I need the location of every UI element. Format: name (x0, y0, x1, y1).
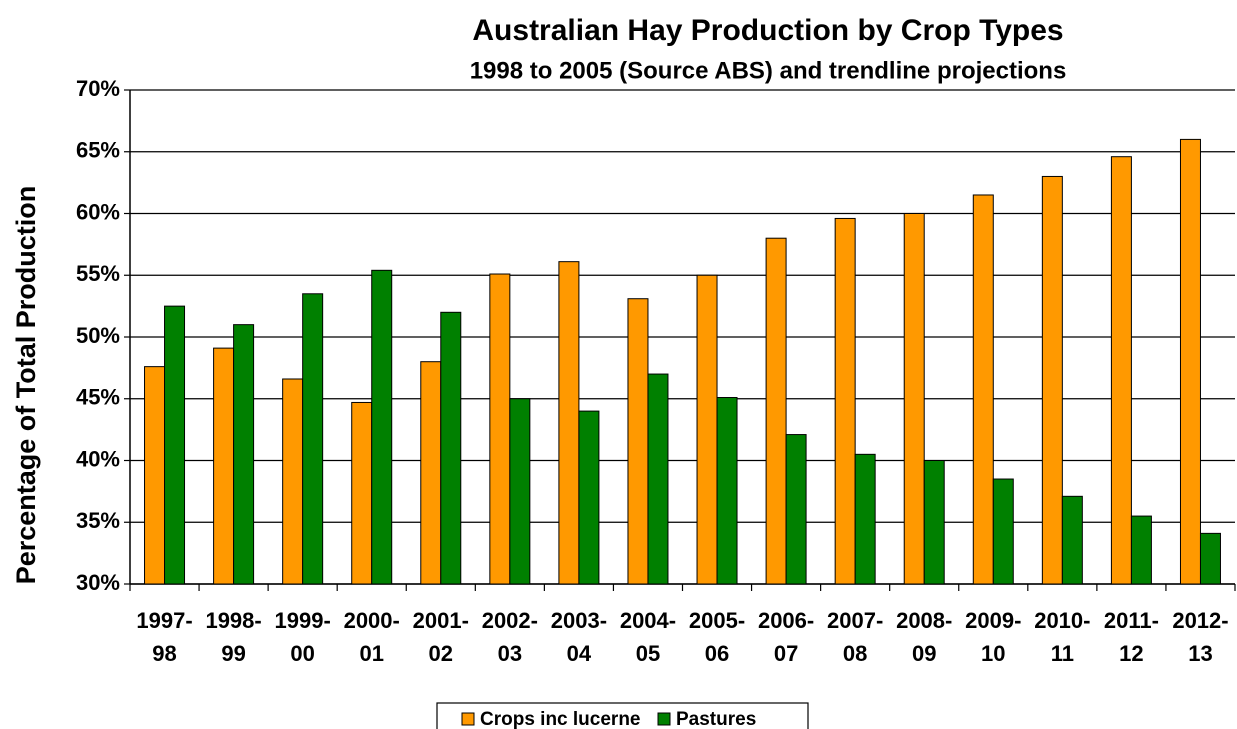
bar (716, 397, 738, 585)
x-tick-label: 2008- (896, 608, 952, 633)
bar (785, 434, 807, 585)
y-tick-label: 60% (76, 199, 120, 224)
x-tick-label: 2009- (965, 608, 1021, 633)
legend-swatch (657, 712, 671, 726)
y-axis-label: Percentage of Total Production (11, 186, 41, 585)
y-tick-label: 35% (76, 508, 120, 533)
x-tick-label: 2003- (551, 608, 607, 633)
bar (302, 293, 324, 585)
x-tick-label: 98 (152, 641, 176, 666)
x-tick-label: 13 (1188, 641, 1212, 666)
x-tick-label: 2012- (1172, 608, 1228, 633)
bar (509, 398, 531, 585)
y-tick-label: 55% (76, 261, 120, 286)
bar (992, 478, 1014, 585)
x-tick-label: 2001- (413, 608, 469, 633)
x-tick-label: 1999- (275, 608, 331, 633)
bar (282, 378, 304, 585)
bar (371, 269, 393, 585)
bar (854, 453, 876, 585)
bar (164, 305, 186, 585)
bar (923, 460, 945, 585)
x-tick-label: 12 (1119, 641, 1143, 666)
bar (489, 273, 511, 585)
x-tick-label: 2004- (620, 608, 676, 633)
bar (696, 274, 718, 585)
bar (213, 347, 235, 585)
x-tick-label: 05 (636, 641, 660, 666)
bar (765, 237, 787, 585)
bar (647, 373, 669, 585)
bar (1110, 156, 1132, 585)
bar (627, 298, 649, 585)
legend-label: Pastures (676, 709, 756, 729)
x-tick-label: 01 (359, 641, 383, 666)
y-tick-label: 70% (76, 76, 120, 101)
bar (1199, 532, 1221, 585)
y-tick-label: 65% (76, 138, 120, 163)
x-tick-label: 2006- (758, 608, 814, 633)
legend-swatch (461, 712, 475, 726)
x-tick-label: 11 (1051, 641, 1074, 666)
bar (834, 217, 856, 585)
x-tick-label: 09 (912, 641, 936, 666)
legend-box (436, 702, 809, 729)
x-tick-label: 1997- (136, 608, 192, 633)
bar (558, 261, 580, 585)
y-tick-label: 30% (76, 570, 120, 595)
bar (1041, 175, 1063, 585)
x-tick-label: 2010- (1034, 608, 1090, 633)
x-tick-label: 10 (981, 641, 1005, 666)
x-tick-label: 03 (498, 641, 522, 666)
x-tick-label: 08 (843, 641, 867, 666)
bar (1179, 138, 1201, 585)
bar (578, 410, 600, 585)
x-tick-label: 2000- (344, 608, 400, 633)
chart-subtitle: 1998 to 2005 (Source ABS) and trendline … (470, 57, 1067, 84)
x-tick-label: 2002- (482, 608, 538, 633)
legend-label: Crops inc lucerne (480, 709, 641, 729)
bar (233, 324, 255, 585)
bar (351, 401, 373, 585)
chart-title: Australian Hay Production by Crop Types (472, 14, 1063, 47)
y-tick-label: 50% (76, 323, 120, 348)
bar (420, 361, 442, 585)
x-tick-label: 2011- (1104, 608, 1159, 633)
x-tick-label: 04 (567, 641, 592, 666)
bar (972, 194, 994, 585)
x-tick-label: 00 (290, 641, 314, 666)
bar (144, 366, 166, 585)
y-tick-label: 40% (76, 446, 120, 471)
x-tick-label: 99 (221, 641, 245, 666)
bar (903, 213, 925, 585)
y-tick-label: 45% (76, 385, 120, 410)
x-tick-label: 1998- (205, 608, 261, 633)
bar (1130, 515, 1152, 585)
bar (1061, 495, 1083, 585)
x-tick-label: 02 (429, 641, 453, 666)
x-tick-label: 2007- (827, 608, 883, 633)
bar (440, 311, 462, 585)
x-tick-label: 2005- (689, 608, 745, 633)
x-tick-label: 07 (774, 641, 798, 666)
x-tick-label: 06 (705, 641, 729, 666)
